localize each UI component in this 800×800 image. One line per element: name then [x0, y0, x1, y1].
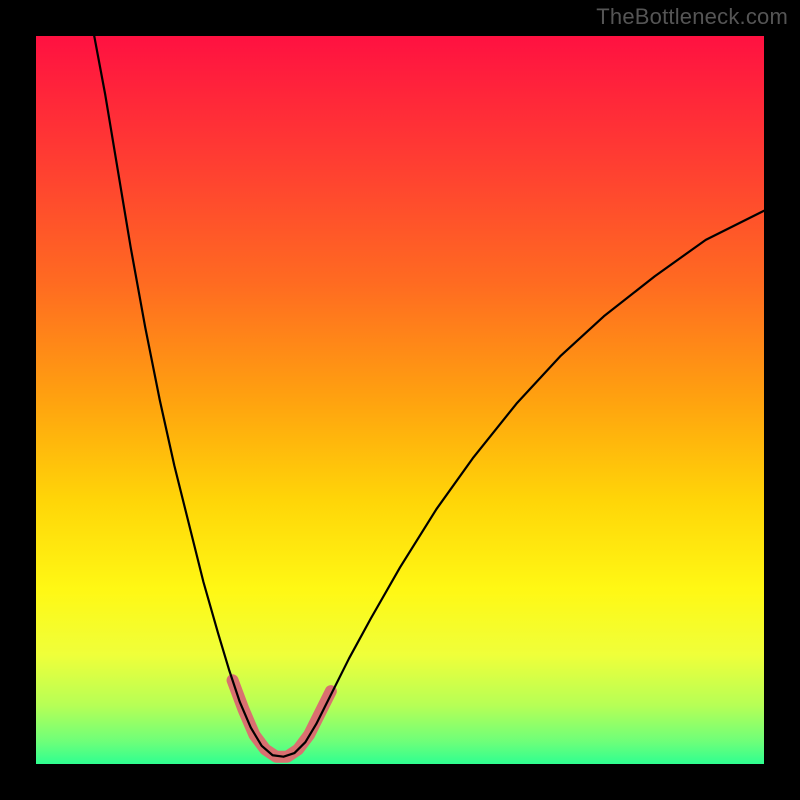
- plot-gradient-background: [36, 36, 764, 764]
- bottleneck-curve-chart: [0, 0, 800, 800]
- chart-stage: TheBottleneck.com: [0, 0, 800, 800]
- watermark-text: TheBottleneck.com: [596, 4, 788, 30]
